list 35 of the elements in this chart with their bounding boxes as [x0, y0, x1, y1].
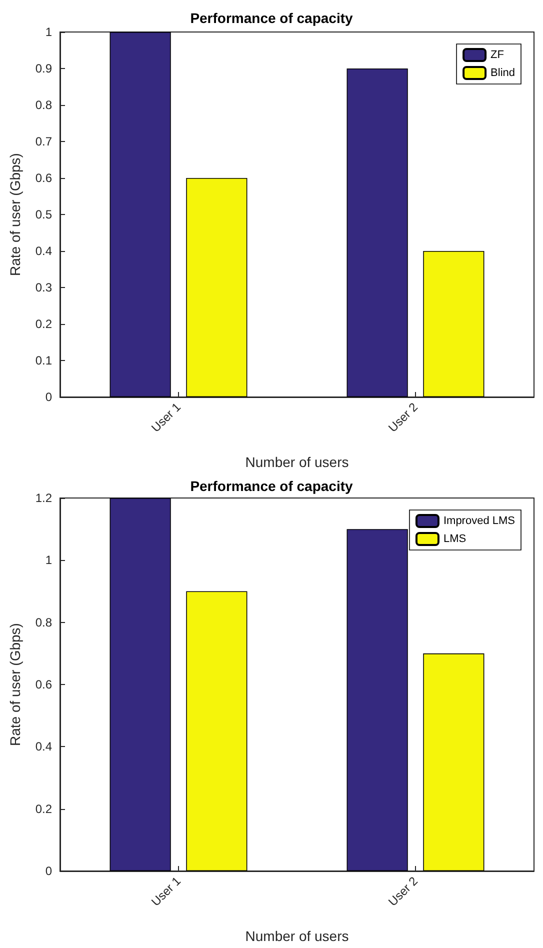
y-tick-label: 0.4 — [35, 740, 52, 754]
bar — [346, 68, 408, 397]
y-tick-label: 1 — [45, 553, 52, 568]
chart-title: Performance of capacity — [190, 10, 354, 26]
bar — [186, 178, 248, 397]
bar — [423, 251, 484, 397]
bar — [186, 591, 248, 871]
bar — [423, 653, 484, 871]
y-axis-title: Rate of user (Gbps) — [7, 153, 23, 276]
y-tick-label: 0.5 — [35, 208, 52, 222]
y-tick-label: 0.6 — [35, 678, 52, 692]
legend-label: Blind — [490, 67, 516, 79]
y-tick-label: 0.9 — [35, 62, 52, 76]
bar — [110, 32, 171, 397]
chart-title: Performance of capacity — [190, 478, 354, 494]
x-axis-title: Number of users — [245, 454, 349, 470]
y-tick-label: 0.4 — [35, 244, 52, 258]
y-tick-label: 0.6 — [35, 171, 52, 185]
y-tick-label: 0.3 — [35, 280, 52, 294]
y-tick-label: 0.1 — [35, 354, 52, 368]
legend-label: Improved LMS — [443, 515, 516, 527]
y-tick-label: 0.7 — [35, 134, 52, 148]
y-tick-label: 0.8 — [35, 615, 52, 630]
y-tick-label: 1.2 — [35, 491, 52, 505]
bar — [110, 498, 171, 871]
legend-label: LMS — [443, 533, 466, 545]
y-tick-label: 0.8 — [35, 98, 52, 112]
legend-label: ZF — [490, 49, 504, 61]
y-tick-label: 0 — [45, 390, 52, 404]
y-tick-label: 0 — [45, 864, 52, 878]
x-axis-title: Number of users — [245, 928, 349, 944]
y-tick-label: 0.2 — [35, 802, 52, 816]
y-tick-label: 1 — [45, 25, 52, 39]
y-tick-label: 0.2 — [35, 317, 52, 331]
y-axis-title: Rate of user (Gbps) — [7, 623, 23, 746]
